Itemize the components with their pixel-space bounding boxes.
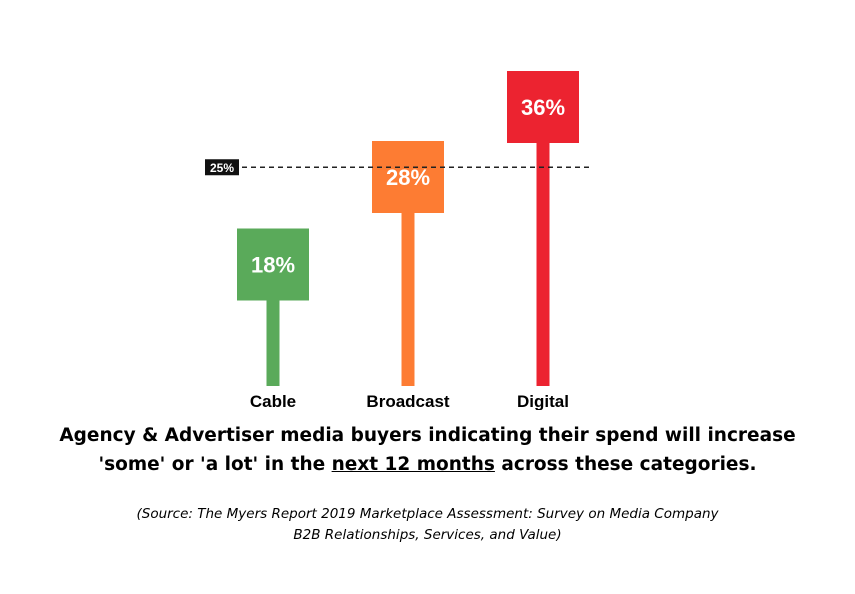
chart-caption: Agency & Advertiser media buyers indicat… [0, 421, 855, 479]
reference-line-group: 25% [205, 159, 589, 176]
caption-line-2: 'some' or 'a lot' in the next 12 months … [0, 450, 855, 479]
bar-stem-digital [536, 141, 550, 386]
chart: 18% Cable 28% Broadcast 36% Digital 25% [205, 71, 589, 410]
caption-line-2-end: across these categories. [494, 454, 757, 475]
bar-stem-broadcast [401, 211, 415, 386]
category-label-cable: Cable [250, 392, 296, 410]
category-label-broadcast: Broadcast [366, 392, 449, 410]
value-label-cable: 18% [251, 253, 295, 278]
value-label-broadcast: 28% [386, 165, 430, 190]
bar-head-broadcast [372, 141, 444, 213]
reference-label-badge [205, 159, 239, 176]
source-line-1: (Source: The Myers Report 2019 Marketpla… [136, 506, 719, 522]
caption-line-1: Agency & Advertiser media buyers indicat… [59, 425, 796, 446]
caption-line-2-start: 'some' or 'a lot' in the [98, 454, 332, 475]
category-label-digital: Digital [517, 392, 569, 410]
source-note: (Source: The Myers Report 2019 Marketpla… [0, 504, 855, 546]
bar-stem-cable [266, 298, 280, 386]
reference-label: 25% [210, 161, 234, 175]
caption-underlined-phrase: next 12 months [331, 454, 495, 475]
bar-head-cable [237, 228, 309, 301]
bar-head-digital [507, 71, 579, 143]
source-line-2: B2B Relationships, Services, and Value) [293, 527, 562, 543]
value-label-digital: 36% [521, 95, 565, 120]
bars-layer: 18% Cable 28% Broadcast 36% Digital [237, 71, 579, 410]
